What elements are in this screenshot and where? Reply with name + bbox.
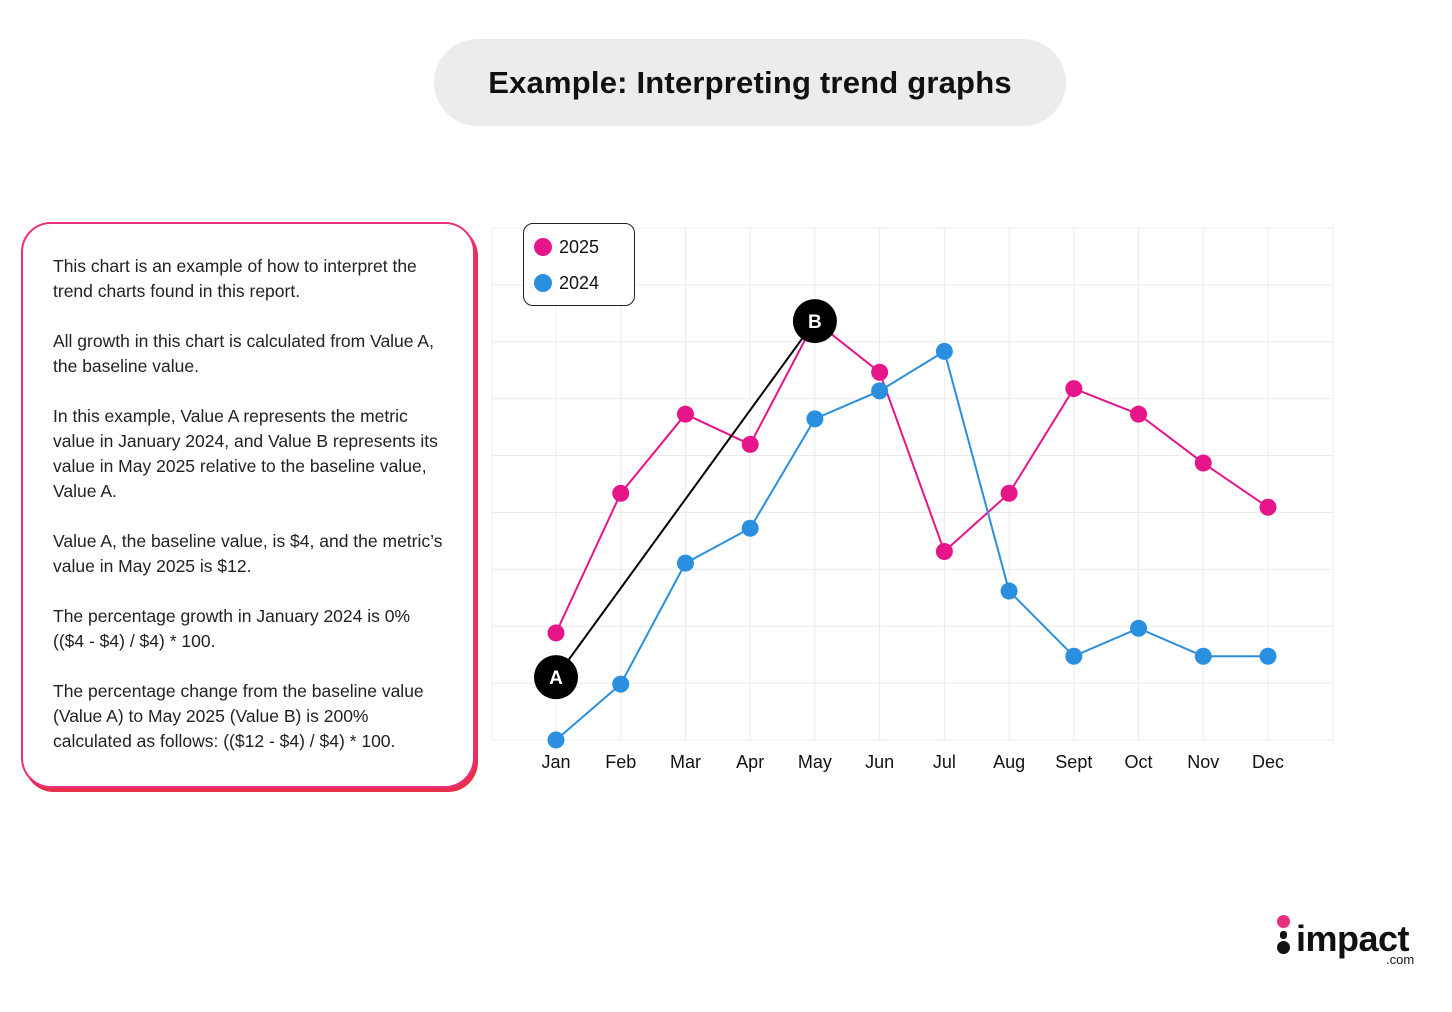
legend-item-2025: 2025 [534,236,634,258]
annotation-connector-line [555,320,816,678]
info-paragraph-4: Value A, the baseline value, is $4, and … [53,531,443,576]
data-point-2025-mar [676,405,694,423]
legend-item-2024: 2024 [534,272,634,294]
logo-suffix: .com [1386,952,1415,967]
data-point-2025-feb [612,484,630,502]
x-tick-label: Dec [1252,752,1284,772]
x-tick-label: Jun [865,752,894,772]
info-paragraph-6: The percentage change from the baseline … [53,681,424,751]
x-tick-label: Jul [933,752,956,772]
data-point-2025-aug [1000,484,1018,502]
annotation-label-a: A [549,668,563,689]
data-point-2025-dec [1259,498,1277,516]
x-tick-label: Oct [1125,752,1153,772]
data-point-2024-jul [935,342,953,360]
data-point-2024-nov [1194,647,1212,665]
data-point-2024-jun [871,382,889,400]
data-point-2024-oct [1130,619,1148,637]
data-point-2025-oct [1130,405,1148,423]
legend-swatch-2024 [534,274,552,292]
data-point-2024-sept [1065,647,1083,665]
data-point-2024-jan [547,731,565,749]
explanation-card: This chart is an example of how to inter… [21,222,475,788]
legend-label-2025: 2025 [559,236,600,257]
chart-legend: 2025 2024 [523,223,635,306]
x-tick-label: Sept [1055,752,1092,772]
data-point-2025-jul [935,542,953,560]
legend-label-2024: 2024 [559,272,600,293]
x-tick-label: May [798,752,832,772]
data-point-2024-may [806,410,824,428]
title-pill: Example: Interpreting trend graphs [434,39,1066,126]
trend-chart-svg: Jan Feb Mar Apr May Jun Jul Aug Sept Oct Nov Dec A B [491,227,1334,772]
data-point-2024-feb [612,675,630,693]
data-point-2025-jun [871,363,889,381]
data-point-2024-apr [741,519,759,537]
data-point-2025-jan [547,624,565,642]
x-tick-label: Feb [605,752,636,772]
x-tick-label: Apr [736,752,764,772]
page-title: Example: Interpreting trend graphs [488,64,1012,100]
x-tick-label: Nov [1187,752,1219,772]
annotation-marker-b [792,299,837,344]
data-point-2024-dec [1259,647,1277,665]
data-point-2025-sept [1065,380,1083,398]
data-point-2025-nov [1194,454,1212,472]
info-paragraph-1: This chart is an example of how to inter… [53,256,417,301]
logo-mark-icon [1277,915,1291,957]
x-tick-label: Mar [670,752,701,772]
data-point-2024-mar [676,554,694,572]
impact-logo: impact .com [1274,915,1434,971]
annotation-marker-a [534,655,578,700]
annotation-label-b: B [808,312,822,333]
x-tick-label: Jan [541,752,570,772]
series-line-2024 [555,350,1268,741]
info-paragraph-5: The percentage growth in January 2024 is… [53,606,411,651]
plot-area [491,227,1334,741]
legend-swatch-2025 [534,238,552,256]
logo-wordmark: impact [1296,918,1410,959]
info-paragraph-2: All growth in this chart is calculated f… [53,331,434,376]
info-paragraph-3: In this example, Value A represents the … [53,406,438,501]
trend-chart: Jan Feb Mar Apr May Jun Jul Aug Sept Oct Nov Dec A B [480,210,1360,790]
data-point-2024-aug [1000,582,1018,600]
x-tick-label: Aug [993,752,1025,772]
data-point-2025-apr [741,435,759,453]
series-line-2025 [555,320,1269,634]
